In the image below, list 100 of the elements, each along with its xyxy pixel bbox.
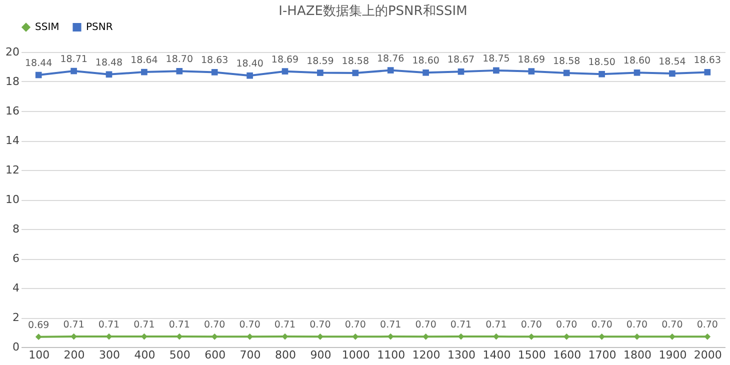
point [70, 68, 77, 74]
y-tick-label: 6 [12, 252, 20, 265]
data-label: 18.64 [130, 55, 158, 66]
data-label: 18.63 [201, 55, 228, 66]
point [704, 334, 711, 340]
point [634, 69, 640, 76]
data-label: 18.44 [25, 58, 52, 70]
x-tick-label: 1900 [658, 348, 687, 362]
point [493, 333, 500, 340]
data-label: 0.71 [380, 320, 402, 331]
data-label: 0.70 [520, 320, 542, 331]
point [458, 333, 464, 340]
data-label: 0.70 [662, 320, 683, 331]
x-tick-label: 800 [275, 348, 296, 362]
data-label: 0.70 [556, 320, 578, 331]
point [387, 67, 394, 74]
point [106, 71, 112, 78]
point [598, 70, 605, 78]
data-label: 18.75 [482, 53, 510, 64]
data-label: 18.40 [236, 58, 264, 70]
x-tick-label: 700 [240, 348, 261, 362]
y-tick-label: 10 [6, 193, 20, 206]
data-label: 18.59 [306, 56, 334, 67]
data-label: 0.71 [98, 320, 120, 331]
y-tick-label: 20 [6, 46, 20, 58]
data-label: 18.76 [377, 53, 404, 64]
data-label: 0.70 [239, 320, 260, 331]
x-tick-label: 2000 [694, 348, 722, 362]
point [141, 333, 148, 340]
data-label: 0.70 [591, 320, 612, 331]
x-tick-label: 1800 [624, 348, 652, 362]
point [528, 334, 535, 340]
point [317, 70, 324, 76]
point [282, 333, 288, 340]
point [387, 333, 394, 340]
data-label: 0.71 [63, 320, 84, 331]
data-label: 18.70 [166, 54, 193, 66]
data-label: 18.60 [412, 56, 440, 67]
x-tick-label: 400 [134, 348, 156, 362]
data-label: 18.48 [95, 57, 123, 68]
data-label: 18.69 [271, 54, 299, 66]
point [211, 69, 218, 76]
x-tick-label: 1400 [482, 348, 511, 362]
point [141, 68, 148, 76]
x-tick-label: 1600 [553, 348, 582, 362]
data-label: 18.58 [342, 56, 369, 67]
data-label: 0.71 [168, 320, 190, 331]
chart-title: I-HAZE数据集上的PSNR和SSIM [278, 4, 468, 19]
y-tick-label: 16 [6, 104, 20, 118]
x-tick-label: 600 [204, 348, 226, 362]
point [246, 72, 253, 79]
point [70, 333, 77, 340]
data-label: 0.71 [486, 320, 507, 331]
point [563, 334, 570, 340]
data-label: 0.71 [134, 320, 155, 331]
data-label: 0.70 [415, 320, 436, 331]
data-label: 18.69 [518, 54, 545, 66]
point [352, 334, 359, 340]
point [352, 70, 359, 76]
y-tick-label: 2 [12, 311, 20, 324]
data-label: 18.63 [694, 55, 721, 66]
point [176, 68, 183, 74]
point [528, 68, 535, 74]
data-label: 0.70 [344, 320, 366, 331]
data-label: 0.71 [274, 320, 296, 331]
x-tick-label: 1200 [412, 348, 440, 362]
data-label: 18.54 [658, 56, 686, 68]
data-label: 0.70 [696, 320, 718, 331]
y-tick-label: 14 [6, 134, 20, 147]
data-label: 0.70 [310, 320, 331, 331]
point [422, 69, 429, 76]
data-label: 18.58 [553, 56, 580, 67]
y-tick-label: 18 [6, 75, 20, 88]
data-label: 0.69 [28, 320, 50, 331]
data-label: 18.50 [588, 57, 616, 68]
point [282, 68, 288, 74]
point [634, 334, 640, 340]
data-label: 0.70 [204, 320, 226, 331]
point [669, 70, 676, 77]
data-label: 18.60 [623, 56, 651, 67]
point [458, 68, 464, 75]
point [563, 70, 570, 76]
point [704, 69, 711, 76]
y-tick-label: 12 [6, 164, 20, 176]
data-label: 0.71 [450, 320, 472, 331]
x-tick-label: 500 [169, 348, 190, 362]
data-label: 0.70 [626, 320, 648, 331]
x-tick-label: 1000 [342, 348, 370, 362]
legend-label: SSIM [35, 22, 60, 34]
point [35, 72, 42, 78]
x-tick-label: 200 [64, 348, 85, 362]
point [493, 67, 500, 74]
x-tick-label: 1700 [588, 348, 616, 362]
y-tick-label: 0 [12, 340, 20, 354]
x-tick-label: 300 [99, 348, 120, 362]
x-tick-label: 1500 [518, 348, 546, 362]
x-tick-label: 100 [28, 348, 50, 362]
data-label: 18.71 [60, 54, 88, 66]
data-label: 18.67 [447, 54, 475, 66]
point [211, 334, 218, 340]
